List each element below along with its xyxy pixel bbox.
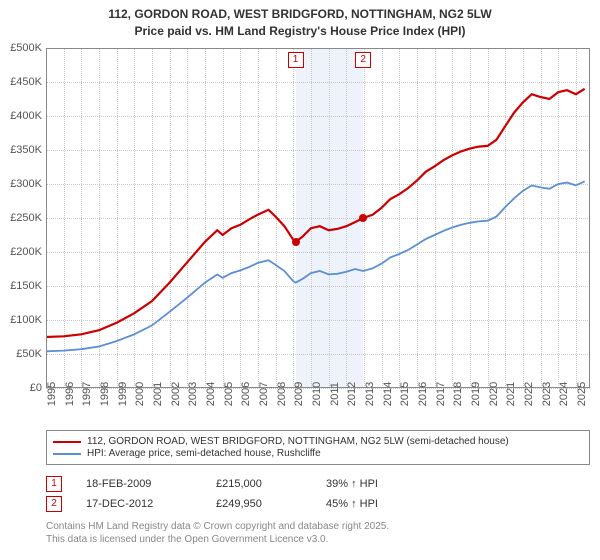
x-tick-label: 2014 bbox=[382, 382, 394, 406]
sale-date: 18-FEB-2009 bbox=[86, 478, 216, 490]
y-tick-label: £250K bbox=[10, 212, 42, 224]
x-tick-label: 2025 bbox=[576, 382, 588, 406]
title-line-1: 112, GORDON ROAD, WEST BRIDGFORD, NOTTIN… bbox=[0, 6, 600, 23]
x-tick-label: 2012 bbox=[346, 382, 358, 406]
y-tick-label: £150K bbox=[10, 280, 42, 292]
x-tick-label: 2022 bbox=[523, 382, 535, 406]
x-tick-label: 2011 bbox=[329, 382, 341, 406]
x-tick-label: 2016 bbox=[417, 382, 429, 406]
x-tick-label: 2021 bbox=[505, 382, 517, 406]
x-tick-label: 2004 bbox=[205, 382, 217, 406]
y-tick-label: £450K bbox=[10, 76, 42, 88]
x-tick-label: 2015 bbox=[399, 382, 411, 406]
x-tick-label: 1995 bbox=[46, 382, 58, 406]
legend-row: HPI: Average price, semi-detached house,… bbox=[53, 448, 583, 459]
sales-table: 1 18-FEB-2009£215,00039% ↑ HPI 2 17-DEC-201… bbox=[46, 474, 476, 514]
y-tick-label: £50K bbox=[16, 348, 42, 360]
sale-hpi-change: 45% ↑ HPI bbox=[326, 498, 476, 510]
title-line-2: Price paid vs. HM Land Registry's House … bbox=[0, 23, 600, 40]
x-tick-label: 2019 bbox=[470, 382, 482, 406]
legend-swatch bbox=[53, 453, 81, 455]
x-tick-label: 1998 bbox=[99, 382, 111, 406]
x-tick-label: 1999 bbox=[117, 382, 129, 406]
series-line bbox=[46, 181, 585, 351]
chart-title: 112, GORDON ROAD, WEST BRIDGFORD, NOTTIN… bbox=[0, 0, 600, 40]
sale-number-box: 2 bbox=[46, 496, 62, 512]
x-tick-label: 2017 bbox=[435, 382, 447, 406]
sale-price: £249,950 bbox=[216, 498, 326, 510]
footer-line-2: This data is licensed under the Open Gov… bbox=[46, 533, 389, 546]
x-tick-label: 2002 bbox=[170, 382, 182, 406]
y-tick-label: £500K bbox=[10, 42, 42, 54]
footer-attribution: Contains HM Land Registry data © Crown c… bbox=[46, 520, 389, 546]
y-tick-label: £400K bbox=[10, 110, 42, 122]
y-tick-label: £100K bbox=[10, 314, 42, 326]
x-tick-label: 2001 bbox=[152, 382, 164, 406]
x-tick-label: 2020 bbox=[488, 382, 500, 406]
x-tick-label: 2000 bbox=[134, 382, 146, 406]
legend-label: HPI: Average price, semi-detached house,… bbox=[87, 448, 321, 459]
x-tick-label: 2023 bbox=[541, 382, 553, 406]
legend-label: 112, GORDON ROAD, WEST BRIDGFORD, NOTTIN… bbox=[87, 436, 509, 447]
sale-marker: 1 bbox=[288, 52, 304, 68]
sale-price: £215,000 bbox=[216, 478, 326, 490]
sale-number-box: 1 bbox=[46, 476, 62, 492]
x-tick-label: 2010 bbox=[311, 382, 323, 406]
x-tick-label: 2006 bbox=[240, 382, 252, 406]
x-tick-label: 2005 bbox=[223, 382, 235, 406]
x-tick-label: 1997 bbox=[81, 382, 93, 406]
y-tick-label: £300K bbox=[10, 178, 42, 190]
y-tick-label: £0 bbox=[30, 382, 42, 394]
sale-dot bbox=[359, 214, 367, 222]
x-tick-label: 1996 bbox=[64, 382, 76, 406]
sale-table-row: 2 17-DEC-2012£249,95045% ↑ HPI bbox=[46, 494, 476, 514]
legend-swatch bbox=[53, 441, 81, 443]
x-tick-label: 2003 bbox=[187, 382, 199, 406]
legend-row: 112, GORDON ROAD, WEST BRIDGFORD, NOTTIN… bbox=[53, 436, 583, 447]
y-tick-label: £350K bbox=[10, 144, 42, 156]
x-tick-label: 2008 bbox=[276, 382, 288, 406]
sale-dot bbox=[292, 238, 300, 246]
legend: 112, GORDON ROAD, WEST BRIDGFORD, NOTTIN… bbox=[46, 430, 590, 465]
x-tick-label: 2009 bbox=[293, 382, 305, 406]
x-tick-label: 2007 bbox=[258, 382, 270, 406]
chart-lines bbox=[46, 48, 590, 388]
chart-plot-area: 12 £0£50K£100K£150K£200K£250K£300K£350K£… bbox=[46, 48, 590, 388]
y-tick-label: £200K bbox=[10, 246, 42, 258]
series-line bbox=[46, 89, 585, 337]
x-tick-label: 2024 bbox=[558, 382, 570, 406]
sale-marker: 2 bbox=[355, 52, 371, 68]
sale-table-row: 1 18-FEB-2009£215,00039% ↑ HPI bbox=[46, 474, 476, 494]
x-tick-label: 2018 bbox=[452, 382, 464, 406]
sale-date: 17-DEC-2012 bbox=[86, 498, 216, 510]
sale-hpi-change: 39% ↑ HPI bbox=[326, 478, 476, 490]
footer-line-1: Contains HM Land Registry data © Crown c… bbox=[46, 520, 389, 533]
x-tick-label: 2013 bbox=[364, 382, 376, 406]
